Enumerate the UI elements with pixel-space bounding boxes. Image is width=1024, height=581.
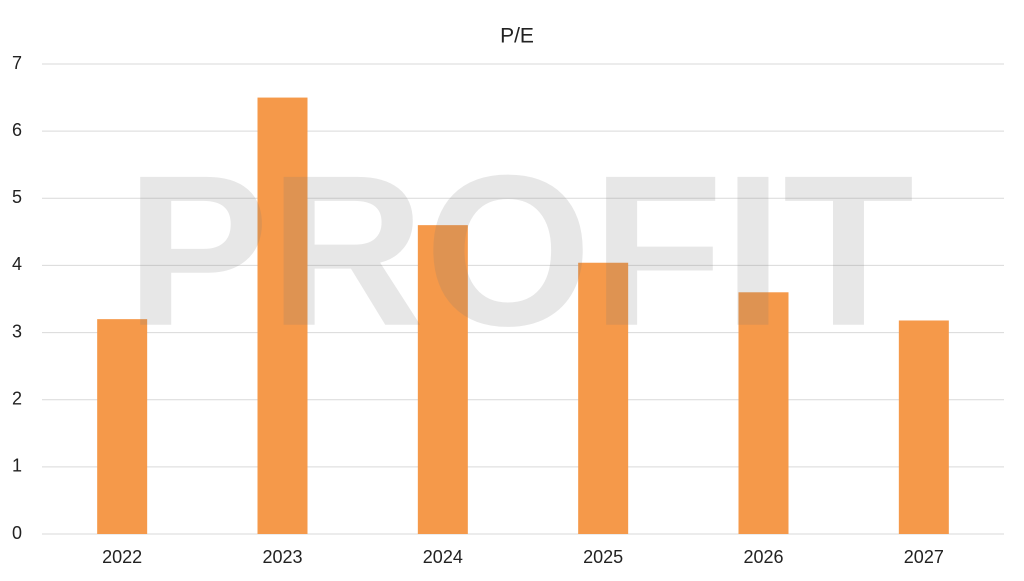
y-tick-label: 5 [12,187,22,207]
x-tick-label: 2025 [583,547,623,567]
y-tick-label: 1 [12,456,22,476]
bar [738,292,789,534]
x-tick-label: 2023 [262,547,302,567]
bar [97,319,148,534]
y-tick-label: 7 [12,53,22,73]
bar [578,262,629,534]
bar [257,97,308,535]
x-tick-label: 2027 [904,547,944,567]
watermark: PROFIT [126,130,914,371]
x-tick-label: 2022 [102,547,142,567]
x-tick-label: 2024 [423,547,463,567]
bar [417,225,468,534]
y-tick-label: 2 [12,388,22,408]
grid [42,63,1004,535]
y-tick-label: 0 [12,523,22,543]
bars [97,97,949,535]
x-tick-label: 2026 [743,547,783,567]
chart-title: P/E [500,25,534,48]
y-tick-label: 6 [12,120,22,140]
y-tick-label: 3 [12,321,22,341]
y-tick-label: 4 [12,254,22,274]
bar [898,320,949,534]
